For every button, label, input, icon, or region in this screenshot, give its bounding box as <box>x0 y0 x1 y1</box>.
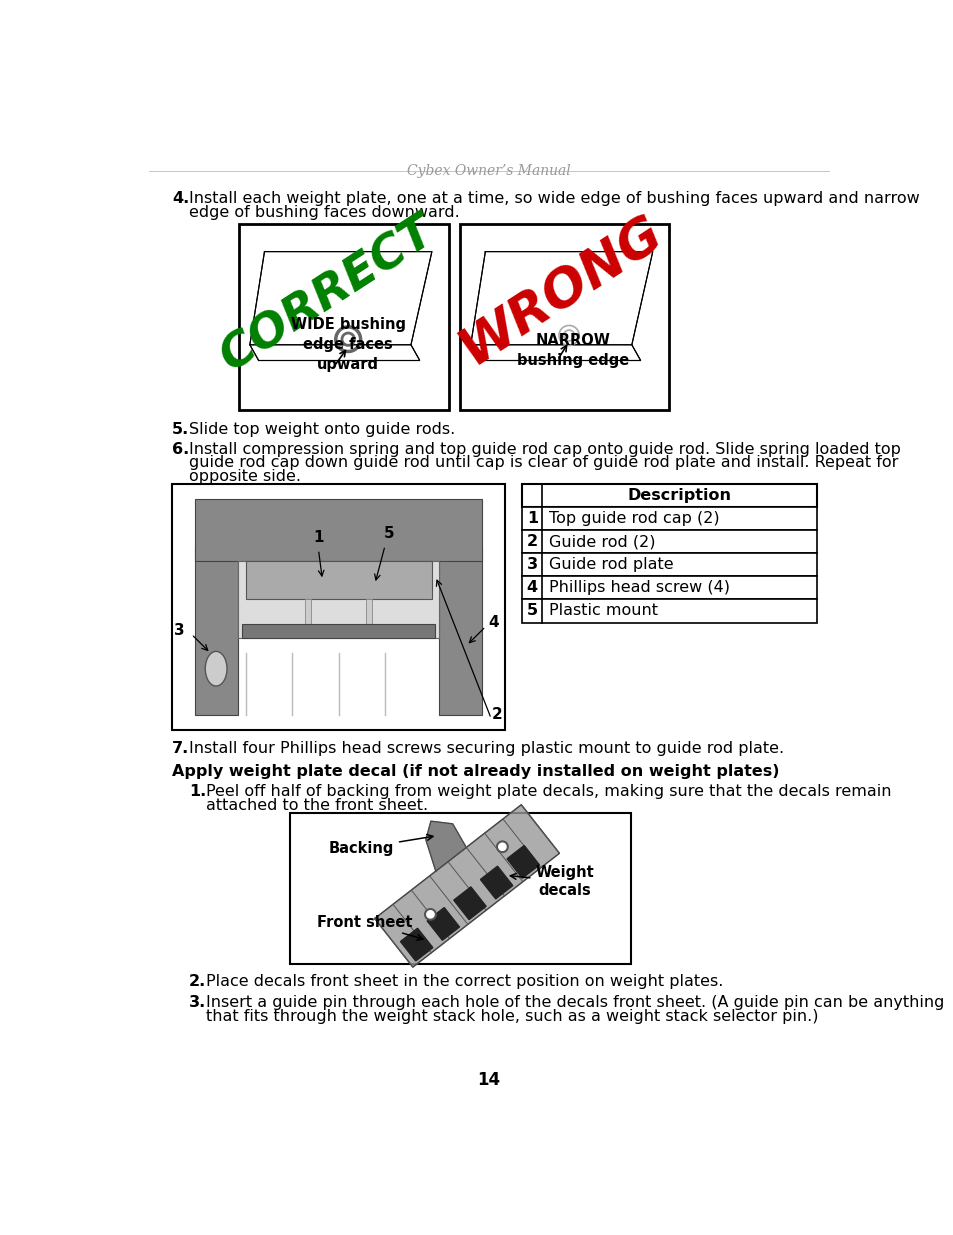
Bar <box>439 546 481 715</box>
Bar <box>521 508 816 530</box>
Text: 14: 14 <box>476 1071 500 1089</box>
Bar <box>305 599 311 638</box>
Text: Phillips head screw (4): Phillips head screw (4) <box>548 580 729 595</box>
Text: Insert a guide pin through each hole of the decals front sheet. (A guide pin can: Insert a guide pin through each hole of … <box>206 995 943 1010</box>
Polygon shape <box>427 908 459 940</box>
Text: Place decals front sheet in the correct position on weight plates.: Place decals front sheet in the correct … <box>206 974 722 989</box>
Text: 4: 4 <box>526 580 537 595</box>
Text: WRONG: WRONG <box>449 206 671 375</box>
Text: Peel off half of backing from weight plate decals, making sure that the decals r: Peel off half of backing from weight pla… <box>206 784 891 799</box>
Text: 1: 1 <box>313 530 323 546</box>
Polygon shape <box>507 846 538 878</box>
Bar <box>241 624 435 638</box>
Text: 5: 5 <box>383 526 394 541</box>
Text: Apply weight plate decal (if not already installed on weight plates): Apply weight plate decal (if not already… <box>172 764 779 779</box>
Text: NARROW
bushing edge: NARROW bushing edge <box>517 333 628 368</box>
Text: Install compression spring and top guide rod cap onto guide rod. Slide spring lo: Install compression spring and top guide… <box>189 442 900 457</box>
Bar <box>172 484 505 730</box>
Ellipse shape <box>205 651 227 687</box>
Text: Guide rod (2): Guide rod (2) <box>548 535 655 550</box>
Text: Install each weight plate, one at a time, so wide edge of bushing faces upward a: Install each weight plate, one at a time… <box>189 191 919 206</box>
Text: Slide top weight onto guide rods.: Slide top weight onto guide rods. <box>189 422 455 437</box>
Text: 5: 5 <box>526 604 537 619</box>
Text: 2.: 2. <box>189 974 206 989</box>
Text: Cybex Owner’s Manual: Cybex Owner’s Manual <box>407 163 570 178</box>
Text: CORRECT: CORRECT <box>212 209 442 380</box>
Text: Weight
decals: Weight decals <box>510 866 594 898</box>
Bar <box>245 561 431 599</box>
Bar <box>195 546 237 715</box>
Text: 1.: 1. <box>189 784 206 799</box>
Text: 2: 2 <box>526 535 537 550</box>
Bar <box>195 499 481 561</box>
Text: opposite side.: opposite side. <box>189 469 301 484</box>
Text: Top guide rod cap (2): Top guide rod cap (2) <box>548 511 719 526</box>
Text: 6.: 6. <box>172 442 189 457</box>
Polygon shape <box>400 929 433 961</box>
Text: Backing: Backing <box>328 835 433 856</box>
Text: attached to the front sheet.: attached to the front sheet. <box>206 798 428 813</box>
Text: 3: 3 <box>526 557 537 572</box>
Polygon shape <box>454 887 486 920</box>
Bar <box>521 577 816 599</box>
Bar <box>459 224 669 410</box>
Text: 1: 1 <box>526 511 537 526</box>
Text: Description: Description <box>627 488 731 503</box>
Text: that fits through the weight stack hole, such as a weight stack selector pin.): that fits through the weight stack hole,… <box>206 1009 818 1024</box>
Text: Front sheet: Front sheet <box>316 915 422 940</box>
Text: guide rod cap down guide rod until cap is clear of guide rod plate and install. : guide rod cap down guide rod until cap i… <box>189 456 898 471</box>
Bar <box>521 553 816 577</box>
Text: 3: 3 <box>174 622 185 637</box>
Bar <box>290 814 630 965</box>
Text: WIDE bushing
edge faces
upward: WIDE bushing edge faces upward <box>291 317 405 372</box>
Text: 3.: 3. <box>189 995 206 1010</box>
Polygon shape <box>425 821 466 871</box>
Text: Guide rod plate: Guide rod plate <box>548 557 673 572</box>
Text: 4.: 4. <box>172 191 189 206</box>
Bar <box>365 599 372 638</box>
Text: 4: 4 <box>488 615 498 630</box>
Text: Install four Phillips head screws securing plastic mount to guide rod plate.: Install four Phillips head screws securi… <box>189 741 783 756</box>
Circle shape <box>497 841 507 852</box>
Text: 5.: 5. <box>172 422 189 437</box>
Text: edge of bushing faces downward.: edge of bushing faces downward. <box>189 205 459 220</box>
Text: 2: 2 <box>492 708 502 722</box>
Text: 7.: 7. <box>172 741 189 756</box>
Bar <box>521 530 816 553</box>
Bar <box>239 224 448 410</box>
Bar <box>521 484 816 508</box>
Text: Plastic mount: Plastic mount <box>548 604 657 619</box>
Polygon shape <box>375 805 558 967</box>
Bar <box>521 599 816 622</box>
Polygon shape <box>480 866 513 899</box>
Circle shape <box>424 909 436 920</box>
Bar <box>237 561 439 638</box>
